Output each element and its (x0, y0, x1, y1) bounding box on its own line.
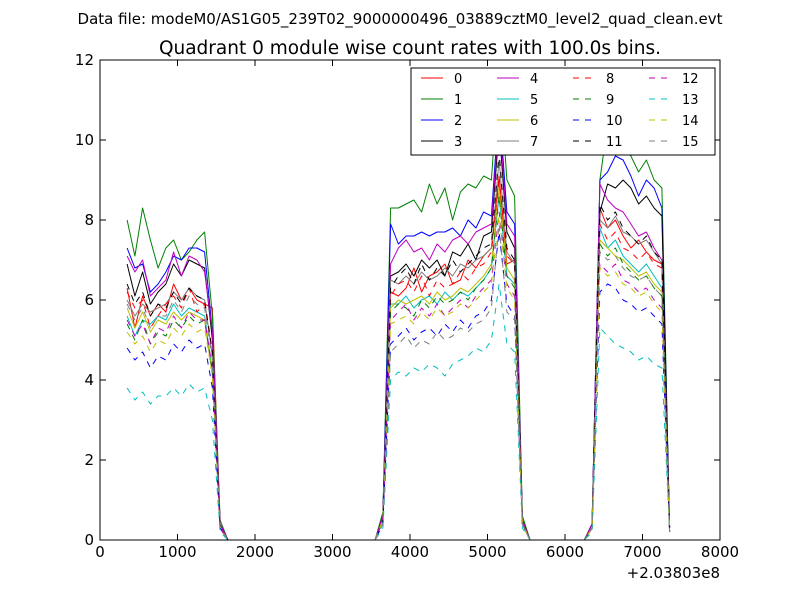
legend-label-9: 9 (606, 93, 614, 108)
y-tick-label: 10 (75, 131, 94, 149)
legend-label-15: 15 (682, 135, 699, 150)
y-tick-label: 6 (84, 291, 94, 309)
legend-label-13: 13 (682, 93, 699, 108)
chart-title: Quadrant 0 module wise count rates with … (159, 38, 661, 59)
legend-label-0: 0 (454, 72, 462, 87)
y-tick-label: 0 (84, 531, 94, 549)
x-tick-label: 0 (95, 543, 105, 561)
legend-label-7: 7 (530, 135, 538, 150)
x-tick-label: 5000 (468, 543, 506, 561)
x-tick-label: 1000 (158, 543, 196, 561)
series-line-8 (126, 179, 671, 540)
x-tick-label: 4000 (391, 543, 429, 561)
y-tick-label: 2 (84, 451, 94, 469)
legend-label-14: 14 (682, 114, 699, 129)
legend-label-10: 10 (606, 114, 623, 129)
x-tick-label: 3000 (313, 543, 351, 561)
series-line-2 (126, 103, 671, 540)
y-tick-label: 4 (84, 371, 94, 389)
legend-label-6: 6 (530, 114, 538, 129)
y-tick-label: 12 (75, 51, 94, 69)
legend-label-11: 11 (606, 135, 623, 150)
x-tick-label: 8000 (701, 543, 739, 561)
legend-label-3: 3 (454, 135, 462, 150)
x-tick-label: 6000 (546, 543, 584, 561)
legend-label-8: 8 (606, 72, 614, 87)
x-offset-label: +2.03803e8 (627, 564, 720, 582)
series-line-9 (126, 195, 671, 540)
x-tick-label: 2000 (236, 543, 274, 561)
chart-suptitle: Data file: modeM0/AS1G05_239T02_90000004… (78, 10, 723, 29)
legend-label-4: 4 (530, 72, 538, 87)
series-line-0 (126, 175, 671, 540)
x-tick-label: 7000 (623, 543, 661, 561)
legend-label-5: 5 (530, 93, 538, 108)
series-line-12 (126, 211, 671, 540)
legend-label-2: 2 (454, 114, 462, 129)
plot-area (126, 67, 671, 540)
series-line-14 (126, 215, 671, 540)
legend-label-1: 1 (454, 93, 462, 108)
legend-label-12: 12 (682, 72, 699, 87)
y-tick-label: 8 (84, 211, 94, 229)
axis-ticks: 0 1000 2000 3000 4000 5000 6000 7000 80000246810… (75, 51, 739, 561)
series-line-10 (126, 231, 671, 540)
series-line-13 (126, 283, 671, 540)
